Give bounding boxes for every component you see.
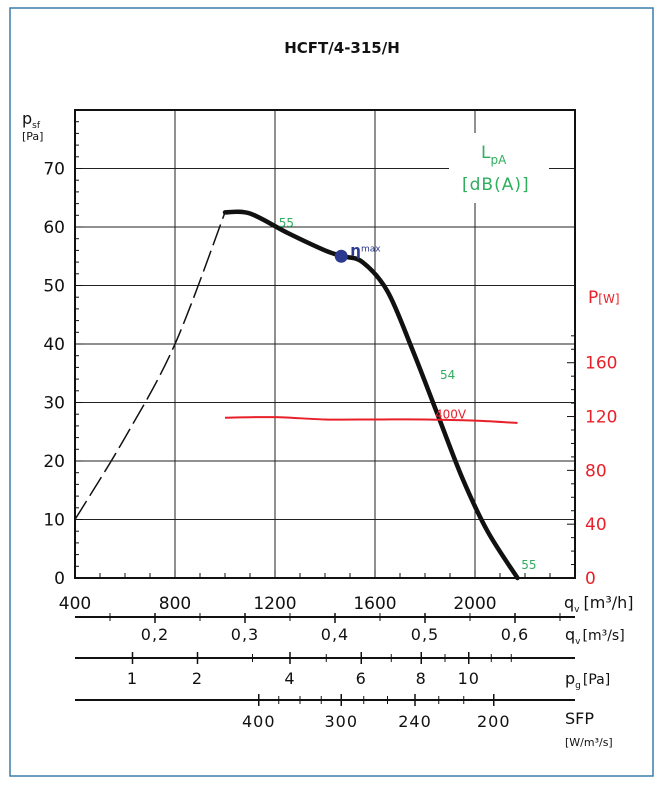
chart-title: HCFT/4-315/H [284,39,400,57]
eta-max-point [334,249,348,263]
scale-tick-label: 10 [458,669,480,688]
power-axis: 0 40 80 120 160 [567,335,617,589]
x-tick-label: 800 [159,594,191,614]
eta-max-label: ηmax [350,241,381,259]
lpa-box-background [449,133,549,203]
scale-label-unit: [m³/s] [582,628,624,644]
scale-label: pg [Pa] [565,669,610,691]
scale-tick-label: 200 [477,712,511,731]
lpa-label: LpA [481,143,507,167]
scale-tick-label: 300 [324,712,358,731]
lpa-legend-box: LpA [dB(A)] [449,133,549,203]
y-tick-label: 0 [54,569,65,589]
y-tick-label: 70 [43,160,65,180]
scale-label-sub: v [575,637,581,647]
scale-label-sub: g [575,681,581,691]
y-tick-label: 40 [43,335,65,355]
y-axis-unit: [Pa] [22,130,43,143]
power-tick-label: 0 [585,569,596,589]
power-curve-400v [224,416,518,424]
scale-label-main: p [565,669,575,688]
power-tick-label: 80 [585,461,607,481]
scale-tick-label: 6 [356,669,367,688]
power-tick-label: 40 [585,515,607,535]
power-axis-label: P[W] [588,288,620,308]
scale-tick-label: 8 [416,669,427,688]
annotation-layer: 55 54 55 400V [279,216,537,572]
pressure-curve [222,209,520,581]
x-tick-label: 1200 [253,594,296,614]
lpa-unit: [dB(A)] [462,175,530,195]
y-axis-label: psf [22,109,41,131]
y-tick-label: 60 [43,218,65,238]
x-tick-labels: 400 800 1200 1600 2000 [59,594,497,614]
scale-tick-label: 4 [284,669,295,688]
curve-annotation: 400V [435,407,467,421]
power-tick-label: 120 [585,408,617,428]
y-tick-label: 30 [43,394,65,414]
scale-tick-label: 0,3 [231,625,259,644]
x-tick-label: 2000 [453,594,496,614]
scale-tick-label: 1 [127,669,138,688]
scale-tick-label: 0,6 [501,625,529,644]
scale-tick-label: 2 [192,669,203,688]
scale-tick-label: 0,2 [141,625,169,644]
curve-annotation: 55 [521,558,536,572]
scale-tick-label: 400 [242,712,276,731]
secondary-scales: 0,2 0,3 0,4 0,5 0,6 qv [m³/s] 1 2 4 6 8 10 pg [Pa] 400 3… [75,613,625,749]
scale-tick-label: 0,4 [321,625,349,644]
scale-label-main: q [565,625,575,644]
curve-annotation: 55 [279,216,294,230]
y-tick-label: 50 [43,277,65,297]
x-tick-label: 1600 [353,594,396,614]
scale-tick-label: 240 [398,712,432,731]
y-tick-label: 10 [43,511,65,531]
pressure-curve-dashed [74,212,226,520]
outer-border [9,7,654,777]
scale-unit: [W/m³/s] [565,736,613,749]
power-tick-label: 160 [585,354,617,374]
scale-label-unit: [Pa] [583,672,610,688]
scale-tick-label: 0,5 [411,625,439,644]
x-axis-label: qv [m³/h] [564,593,634,615]
curve-annotation: 54 [440,368,455,382]
scale-label: SFP [565,709,594,728]
eta-max-marker: ηmax [334,241,381,263]
y-tick-labels: 0 10 20 30 40 50 60 70 [43,160,65,590]
curve-layer [74,209,520,581]
x-tick-label: 400 [59,594,91,614]
y-tick-label: 20 [43,452,65,472]
scale-label-main: SFP [565,709,594,728]
scale-label: qv [m³/s] [565,625,625,647]
